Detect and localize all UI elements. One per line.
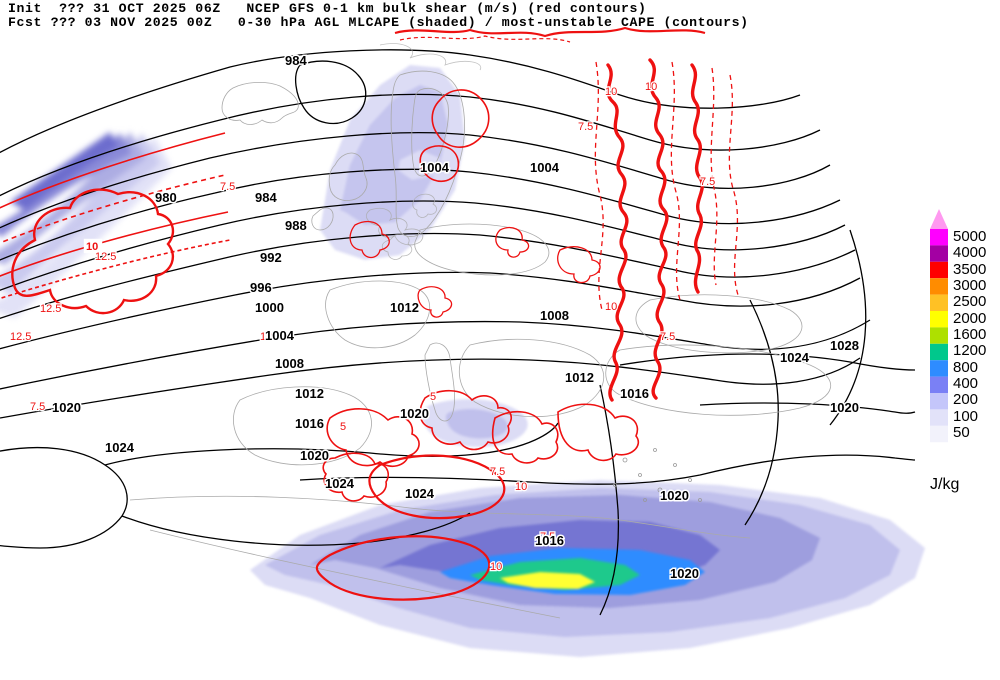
svg-text:2500: 2500 <box>953 293 986 310</box>
svg-text:1020: 1020 <box>830 400 859 415</box>
svg-text:1028: 1028 <box>830 338 859 353</box>
svg-text:7.5: 7.5 <box>660 331 675 343</box>
svg-text:10: 10 <box>605 86 617 98</box>
svg-text:1008: 1008 <box>275 356 304 371</box>
svg-text:1024: 1024 <box>105 440 135 455</box>
svg-text:100: 100 <box>953 408 978 425</box>
svg-text:1008: 1008 <box>540 308 569 323</box>
svg-text:2000: 2000 <box>953 310 986 327</box>
svg-text:988: 988 <box>285 218 307 233</box>
svg-text:7.5: 7.5 <box>490 466 505 478</box>
svg-text:1020: 1020 <box>400 406 429 421</box>
svg-text:1024: 1024 <box>325 476 355 491</box>
svg-text:7.5: 7.5 <box>220 181 235 193</box>
svg-text:10: 10 <box>490 561 502 573</box>
svg-text:3000: 3000 <box>953 277 986 294</box>
svg-text:10: 10 <box>605 301 617 313</box>
svg-text:5: 5 <box>430 391 436 403</box>
svg-text:1020: 1020 <box>300 448 329 463</box>
svg-text:1012: 1012 <box>565 370 594 385</box>
svg-text:1024: 1024 <box>780 350 810 365</box>
svg-text:1200: 1200 <box>953 342 986 359</box>
svg-text:3500: 3500 <box>953 261 986 278</box>
svg-text:12.5: 12.5 <box>95 251 116 263</box>
svg-text:5000: 5000 <box>953 228 986 245</box>
svg-text:7.5: 7.5 <box>700 176 715 188</box>
svg-text:1020: 1020 <box>670 566 699 581</box>
svg-text:992: 992 <box>260 250 282 265</box>
svg-text:1004: 1004 <box>265 328 295 343</box>
svg-text:1020: 1020 <box>660 488 689 503</box>
svg-text:984: 984 <box>255 190 277 205</box>
svg-text:1016: 1016 <box>295 416 324 431</box>
svg-text:10: 10 <box>645 81 657 93</box>
svg-text:1600: 1600 <box>953 326 986 343</box>
svg-text:980: 980 <box>155 190 177 205</box>
svg-text:1012: 1012 <box>295 386 324 401</box>
svg-text:J/kg: J/kg <box>930 476 959 493</box>
svg-text:5: 5 <box>340 421 346 433</box>
svg-text:1016: 1016 <box>620 386 649 401</box>
svg-text:1016: 1016 <box>535 533 564 548</box>
svg-text:800: 800 <box>953 359 978 376</box>
svg-text:996: 996 <box>250 280 272 295</box>
svg-text:50: 50 <box>953 424 970 441</box>
svg-text:7.5: 7.5 <box>578 121 593 133</box>
svg-text:10: 10 <box>515 481 527 493</box>
svg-text:200: 200 <box>953 391 978 408</box>
svg-text:1000: 1000 <box>255 300 284 315</box>
svg-text:1004: 1004 <box>420 160 450 175</box>
svg-text:400: 400 <box>953 375 978 392</box>
svg-text:1024: 1024 <box>405 486 435 501</box>
svg-text:1004: 1004 <box>530 160 560 175</box>
svg-text:12.5: 12.5 <box>10 331 31 343</box>
svg-text:984: 984 <box>285 53 307 68</box>
svg-text:4000: 4000 <box>953 244 986 261</box>
svg-text:1020: 1020 <box>52 400 81 415</box>
svg-text:7.5: 7.5 <box>30 401 45 413</box>
svg-text:1012: 1012 <box>390 300 419 315</box>
svg-text:12.5: 12.5 <box>40 303 61 315</box>
